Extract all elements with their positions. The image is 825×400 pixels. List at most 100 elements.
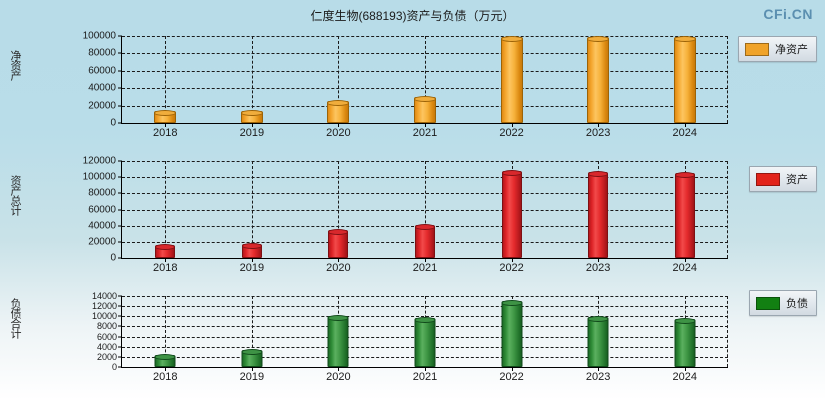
category-vertical-gridline	[425, 36, 426, 123]
bar-cap	[241, 349, 263, 356]
bar-cap	[588, 171, 609, 178]
y-tick-label: 100000	[82, 30, 116, 42]
y-axis-title-liabilities: 负债合计	[9, 298, 21, 338]
bar[interactable]	[240, 110, 263, 123]
legend-swatch-liabilities	[756, 296, 780, 310]
x-tick-label: 2022	[499, 127, 524, 139]
y-tick-mark	[118, 356, 122, 358]
legend-net-assets: 净资产	[738, 36, 817, 62]
x-tick-mark	[598, 123, 600, 127]
bar-slot	[641, 36, 728, 123]
y-tick-mark	[118, 305, 122, 307]
bar-cap	[413, 96, 436, 103]
panel-total-assets: 资产总计 0 20000 40000 60000 80000 100000 120000 2…	[0, 156, 825, 285]
bar[interactable]	[414, 316, 436, 367]
category-vertical-gridline	[251, 161, 253, 258]
y-tick-mark	[118, 346, 122, 348]
legend-label-liabilities: 负债	[786, 298, 808, 310]
x-axis-total-assets: 2018 2019 2020 2021 2022 2023 2024	[122, 258, 728, 276]
category-vertical-gridline	[251, 296, 253, 367]
x-tick-label: 2019	[239, 262, 265, 274]
category-vertical-gridline	[425, 161, 426, 258]
bar[interactable]	[327, 315, 349, 367]
bar[interactable]	[673, 36, 696, 123]
bar-cap	[501, 169, 522, 176]
bar[interactable]	[587, 36, 610, 123]
y-tick-mark	[118, 315, 122, 317]
x-tick-label: 2018	[153, 371, 178, 383]
y-tick-label: 8000	[96, 321, 117, 332]
x-tick-mark	[511, 367, 513, 371]
bar-slot	[468, 161, 555, 258]
bar[interactable]	[241, 242, 262, 258]
bar[interactable]	[674, 172, 695, 258]
x-tick-mark	[165, 367, 167, 371]
y-axis-title-net-assets: 净资产	[9, 50, 21, 80]
bar-slot	[641, 161, 728, 258]
legend-swatch-total-assets	[756, 172, 780, 186]
bar-slot	[122, 161, 209, 258]
x-tick-mark	[165, 258, 167, 262]
x-tick-label: 2023	[585, 371, 611, 383]
bar[interactable]	[501, 169, 522, 258]
bars-liabilities	[122, 296, 728, 367]
bar[interactable]	[241, 349, 263, 367]
bar-cap	[154, 354, 176, 361]
bar-slot	[641, 296, 728, 367]
bar-slot	[382, 36, 469, 123]
bar[interactable]	[327, 100, 350, 123]
category-vertical-gridline	[338, 36, 340, 123]
y-tick-label: 4000	[96, 341, 117, 352]
x-tick-mark	[251, 123, 253, 127]
plot-area-total-assets: 0 20000 40000 60000 80000 100000 120000 2018 20…	[83, 156, 728, 274]
bar[interactable]	[154, 354, 176, 367]
bar-slot	[468, 36, 555, 123]
y-tick-label: 80000	[88, 47, 116, 59]
bar-slot	[295, 161, 382, 258]
bar-cap	[155, 243, 176, 250]
y-tick-label: 60000	[88, 65, 116, 77]
x-tick-mark	[425, 123, 426, 127]
x-tick-mark	[251, 367, 253, 371]
y-tick-mark	[118, 257, 122, 259]
legend-swatch-net-assets	[745, 42, 769, 56]
bar[interactable]	[501, 299, 523, 367]
x-tick-label: 2024	[672, 371, 697, 383]
y-axis-title-total-assets: 资产总计	[9, 175, 21, 215]
bar[interactable]	[500, 36, 523, 123]
y-tick-label: 2000	[96, 351, 117, 362]
bar[interactable]	[413, 96, 436, 123]
y-tick-label: 0	[110, 252, 116, 264]
legend-label-net-assets: 净资产	[775, 44, 808, 56]
x-tick-label: 2024	[672, 127, 697, 139]
bar[interactable]	[154, 109, 177, 123]
bar[interactable]	[587, 316, 609, 367]
panel-liabilities: 负债合计 0 2000 4000 6000 8000 10000 12000 14000 20…	[0, 291, 825, 392]
bar-slot	[468, 296, 555, 367]
x-tick-label: 2024	[672, 262, 697, 274]
x-tick-label: 2023	[585, 127, 611, 139]
category-vertical-gridline	[165, 296, 167, 367]
x-tick-label: 2021	[412, 371, 438, 383]
y-tick-label: 20000	[88, 100, 116, 112]
bar-slot	[122, 36, 209, 123]
bar[interactable]	[414, 224, 435, 258]
x-tick-label: 2018	[153, 127, 178, 139]
y-tick-label: 40000	[88, 82, 116, 94]
bar-cap	[673, 36, 696, 43]
plot-right-edge	[727, 296, 728, 367]
x-tick-mark	[511, 123, 513, 127]
bar[interactable]	[155, 243, 176, 258]
x-tick-mark	[684, 123, 686, 127]
y-tick-mark	[118, 366, 122, 368]
bar[interactable]	[674, 318, 696, 367]
y-tick-label: 12000	[91, 301, 117, 312]
category-vertical-gridline	[165, 36, 167, 123]
x-tick-mark	[598, 367, 600, 371]
x-tick-label: 2021	[412, 127, 438, 139]
x-axis-net-assets: 2018 2019 2020 2021 2022 2023 2024	[122, 123, 728, 141]
bar-cap	[674, 172, 695, 179]
y-tick-label: 0	[111, 362, 117, 372]
bar[interactable]	[328, 229, 349, 258]
bar[interactable]	[588, 171, 609, 258]
